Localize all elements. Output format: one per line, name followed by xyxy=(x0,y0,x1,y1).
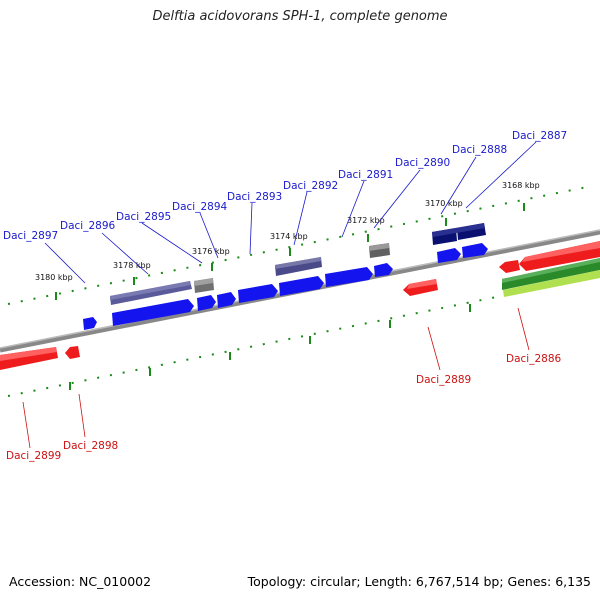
gene-arrow-daci-2897[interactable] xyxy=(83,317,97,330)
light-green-feature[interactable] xyxy=(503,270,600,297)
gene-label-daci-2890: Daci_2890 xyxy=(395,157,450,169)
gene-label-daci-2891: Daci_2891 xyxy=(338,169,393,181)
gene-arrow-daci-2898[interactable] xyxy=(65,346,80,359)
gene-label-daci-2896: Daci_2896 xyxy=(60,220,116,232)
rna-features xyxy=(502,258,600,297)
gene-label-daci-2892: Daci_2892 xyxy=(283,180,338,192)
scale-label: 3170 kbp xyxy=(425,199,463,208)
gene-label-daci-2897: Daci_2897 xyxy=(3,230,58,242)
gene-arrow-daci-2896-cds[interactable] xyxy=(112,299,194,326)
gene-label-daci-2895: Daci_2895 xyxy=(116,211,171,223)
gene-arrow-daci-2886[interactable] xyxy=(499,260,520,273)
gene-arrow-daci-2891-cds[interactable] xyxy=(325,267,373,287)
scale-label: 3172 kbp xyxy=(347,216,385,225)
gene-arrow-daci-2887-cds[interactable] xyxy=(462,243,488,258)
genome-title: Delftia acidovorans SPH-1, complete geno… xyxy=(152,9,448,24)
reverse-cds-features xyxy=(0,241,600,370)
major-ticks xyxy=(55,203,525,390)
gene-label-daci-2887: Daci_2887 xyxy=(512,130,567,142)
reverse-labels: Daci_2899 Daci_2898 Daci_2889 Daci_2886 xyxy=(6,307,562,462)
gene-arrow-daci-2894b[interactable] xyxy=(217,292,236,308)
forward-cds-features xyxy=(83,243,488,330)
gene-label-daci-2893: Daci_2893 xyxy=(227,191,282,203)
accession-label: Accession: NC_010002 xyxy=(9,574,152,589)
forward-labels: Daci_2897 Daci_2896 Daci_2895 Daci_2894 … xyxy=(3,130,567,284)
gene-label-daci-2888: Daci_2888 xyxy=(452,144,507,156)
gene-label-daci-2886: Daci_2886 xyxy=(506,353,562,365)
forward-upper-features xyxy=(110,223,486,305)
scale-label: 3180 kbp xyxy=(35,273,73,282)
gene-arrow-daci-2892-cds[interactable] xyxy=(279,276,324,296)
scale-label: 3174 kbp xyxy=(270,232,308,241)
gene-label-daci-2889: Daci_2889 xyxy=(416,374,471,386)
scale-label: 3168 kbp xyxy=(502,181,540,190)
gene-arrow-daci-2893[interactable] xyxy=(238,284,278,303)
gene-label-daci-2894: Daci_2894 xyxy=(172,201,228,213)
gene-arrow-daci-2890[interactable] xyxy=(374,263,393,277)
topology-label: Topology: circular; Length: 6,767,514 bp… xyxy=(247,574,591,589)
scale-label: 3176 kbp xyxy=(192,247,230,256)
gene-arrow-daci-2888-cds[interactable] xyxy=(437,248,461,263)
gene-arrow-daci-2894[interactable] xyxy=(197,295,216,311)
gene-label-daci-2899: Daci_2899 xyxy=(6,450,61,462)
scale-label: 3178 kbp xyxy=(113,261,151,270)
gene-label-daci-2898: Daci_2898 xyxy=(63,440,118,452)
